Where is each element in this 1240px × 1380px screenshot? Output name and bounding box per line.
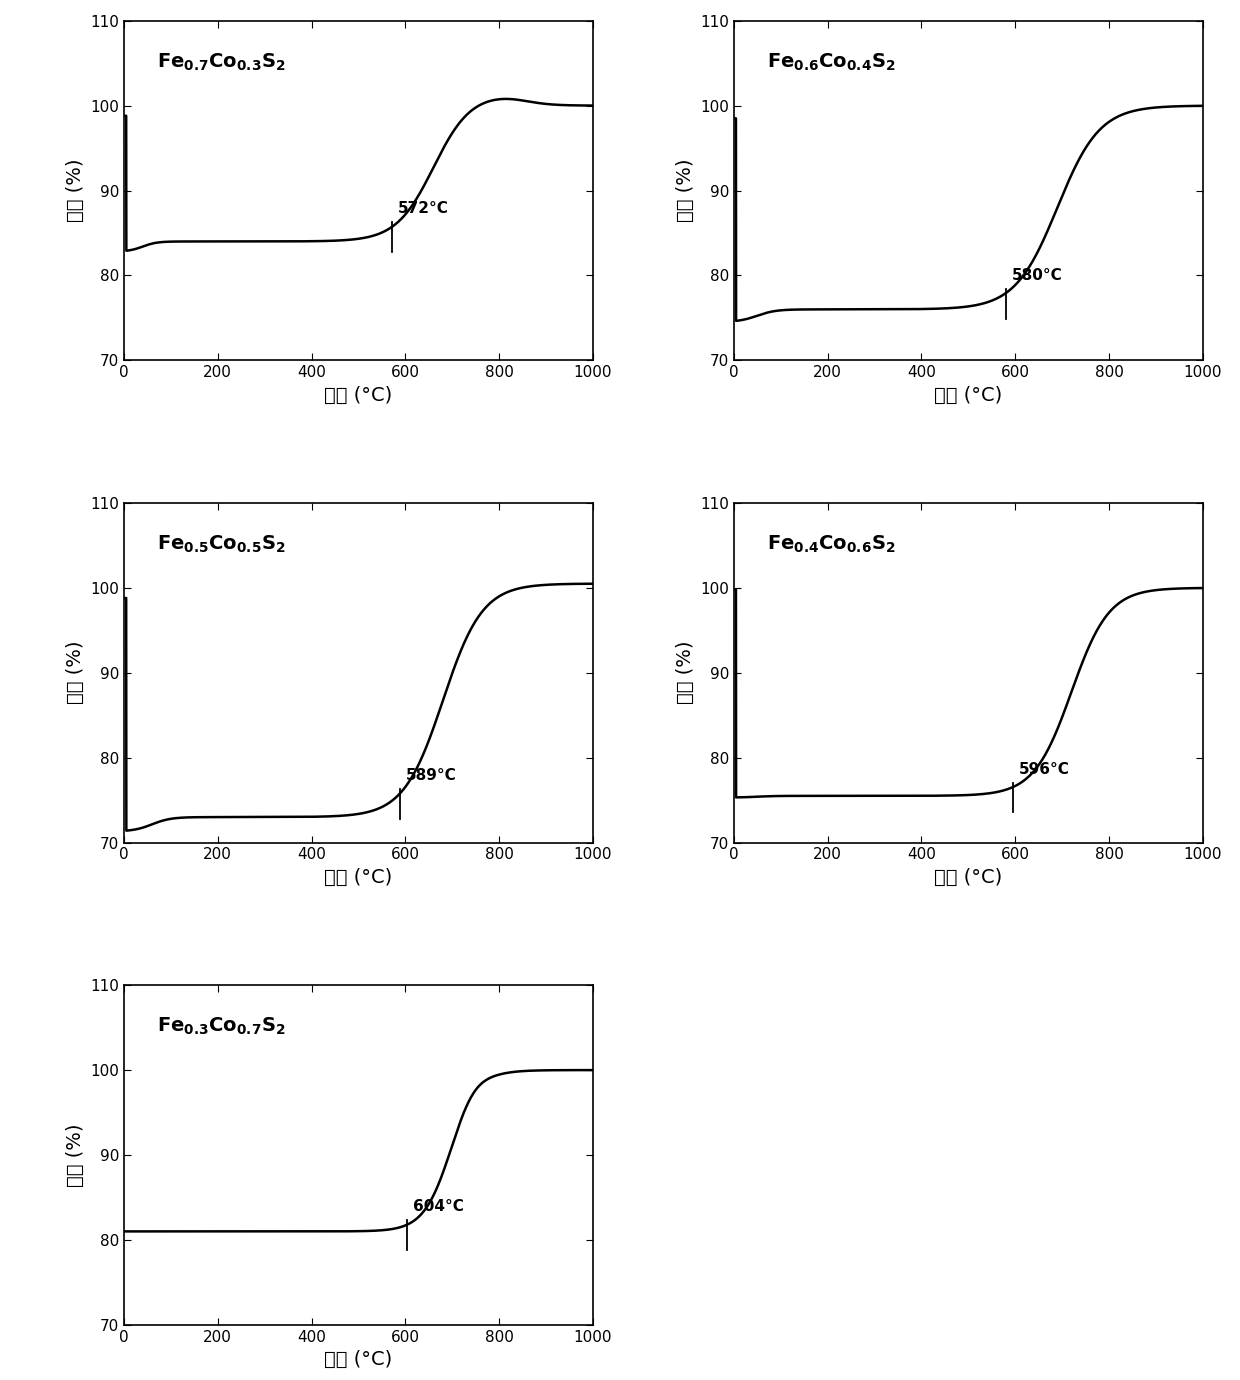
Text: $\mathbf{Fe_{0.7}Co_{0.3}S_{2}}$: $\mathbf{Fe_{0.7}Co_{0.3}S_{2}}$ <box>156 51 285 73</box>
Y-axis label: 质量 (%): 质量 (%) <box>676 640 694 705</box>
Y-axis label: 质量 (%): 质量 (%) <box>66 640 84 705</box>
Text: 596°C: 596°C <box>1019 762 1070 777</box>
X-axis label: 温度 (°C): 温度 (°C) <box>325 868 393 887</box>
X-axis label: 温度 (°C): 温度 (°C) <box>934 386 1002 404</box>
Text: $\mathbf{Fe_{0.4}Co_{0.6}S_{2}}$: $\mathbf{Fe_{0.4}Co_{0.6}S_{2}}$ <box>766 534 895 555</box>
Y-axis label: 质量 (%): 质量 (%) <box>66 159 84 222</box>
X-axis label: 温度 (°C): 温度 (°C) <box>934 868 1002 887</box>
X-axis label: 温度 (°C): 温度 (°C) <box>325 1350 393 1369</box>
Text: 572°C: 572°C <box>398 201 449 217</box>
Text: 589°C: 589°C <box>405 767 456 782</box>
Text: $\mathbf{Fe_{0.3}Co_{0.7}S_{2}}$: $\mathbf{Fe_{0.3}Co_{0.7}S_{2}}$ <box>156 1016 285 1036</box>
Text: $\mathbf{Fe_{0.5}Co_{0.5}S_{2}}$: $\mathbf{Fe_{0.5}Co_{0.5}S_{2}}$ <box>156 534 285 555</box>
X-axis label: 温度 (°C): 温度 (°C) <box>325 386 393 404</box>
Text: 580°C: 580°C <box>1012 268 1063 283</box>
Text: $\mathbf{Fe_{0.6}Co_{0.4}S_{2}}$: $\mathbf{Fe_{0.6}Co_{0.4}S_{2}}$ <box>766 51 895 73</box>
Y-axis label: 质量 (%): 质量 (%) <box>676 159 694 222</box>
Y-axis label: 质量 (%): 质量 (%) <box>66 1123 84 1187</box>
Text: 604°C: 604°C <box>413 1199 464 1214</box>
